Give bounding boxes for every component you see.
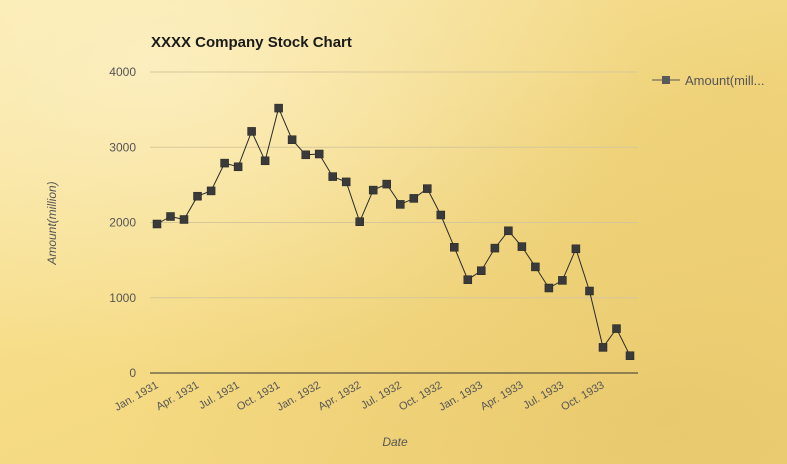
data-point[interactable]	[166, 212, 175, 221]
legend-square-icon	[662, 76, 670, 84]
x-tick-label: Jul. 1932	[359, 379, 404, 412]
data-point[interactable]	[571, 244, 581, 254]
x-tick-label: Jan. 1933	[437, 379, 485, 414]
data-point[interactable]	[233, 162, 243, 172]
legend[interactable]: Amount(mill...	[652, 73, 764, 88]
data-point[interactable]	[450, 243, 459, 252]
x-axis-label: Date	[382, 435, 408, 449]
data-point[interactable]	[301, 150, 310, 160]
data-point[interactable]	[598, 343, 608, 352]
x-tick-label: Jul. 1933	[521, 379, 566, 412]
data-point[interactable]	[558, 276, 567, 285]
data-point[interactable]	[477, 266, 486, 275]
x-tick-label: Jan. 1931	[113, 379, 161, 414]
data-point[interactable]	[193, 191, 202, 201]
data-point[interactable]	[463, 275, 473, 284]
y-tick-label: 2000	[109, 216, 136, 230]
data-point[interactable]	[490, 243, 500, 253]
y-tick-label: 3000	[109, 140, 136, 154]
data-point[interactable]	[585, 286, 594, 296]
data-point[interactable]	[247, 127, 256, 136]
x-tick-label: Oct. 1933	[559, 379, 606, 413]
x-tick-label: Oct. 1931	[235, 379, 282, 413]
data-point[interactable]	[355, 217, 364, 226]
legend-label: Amount(mill...	[685, 73, 764, 88]
data-point[interactable]	[423, 184, 432, 193]
data-point[interactable]	[436, 210, 446, 220]
x-tick-label: Jan. 1932	[275, 379, 323, 414]
data-point[interactable]	[409, 194, 419, 203]
y-tick-label: 4000	[109, 65, 136, 79]
x-tick-label: Apr. 1933	[479, 379, 526, 413]
data-series	[152, 103, 635, 360]
y-tick-label: 1000	[109, 291, 136, 305]
data-point[interactable]	[368, 185, 378, 195]
data-point[interactable]	[220, 158, 229, 168]
data-point[interactable]	[152, 219, 162, 229]
data-point[interactable]	[287, 135, 297, 144]
data-point[interactable]	[517, 242, 527, 251]
series-line	[156, 106, 631, 356]
data-point[interactable]	[382, 179, 391, 189]
data-point[interactable]	[531, 262, 540, 272]
data-point[interactable]	[612, 324, 621, 333]
data-point[interactable]	[328, 172, 337, 181]
data-point[interactable]	[544, 283, 554, 293]
data-point[interactable]	[396, 200, 405, 209]
y-axis-label: Amount(million)	[45, 181, 59, 265]
data-point[interactable]	[274, 103, 283, 113]
y-tick-label: 0	[129, 366, 136, 380]
data-point[interactable]	[206, 186, 216, 196]
data-point[interactable]	[260, 156, 270, 166]
data-point[interactable]	[314, 149, 324, 159]
x-tick-label: Oct. 1932	[397, 379, 444, 413]
x-tick-label: Jul. 1931	[197, 379, 242, 412]
data-point[interactable]	[179, 215, 189, 224]
data-point[interactable]	[504, 226, 513, 236]
data-point[interactable]	[625, 351, 635, 360]
data-point[interactable]	[341, 177, 351, 187]
y-axis-ticks: 0 1000 2000 3000 4000	[109, 65, 136, 380]
x-tick-label: Apr. 1931	[154, 379, 201, 413]
chart-title: XXXX Company Stock Chart	[151, 34, 352, 51]
gridlines	[150, 71, 638, 374]
x-tick-label: Apr. 1932	[316, 379, 363, 413]
